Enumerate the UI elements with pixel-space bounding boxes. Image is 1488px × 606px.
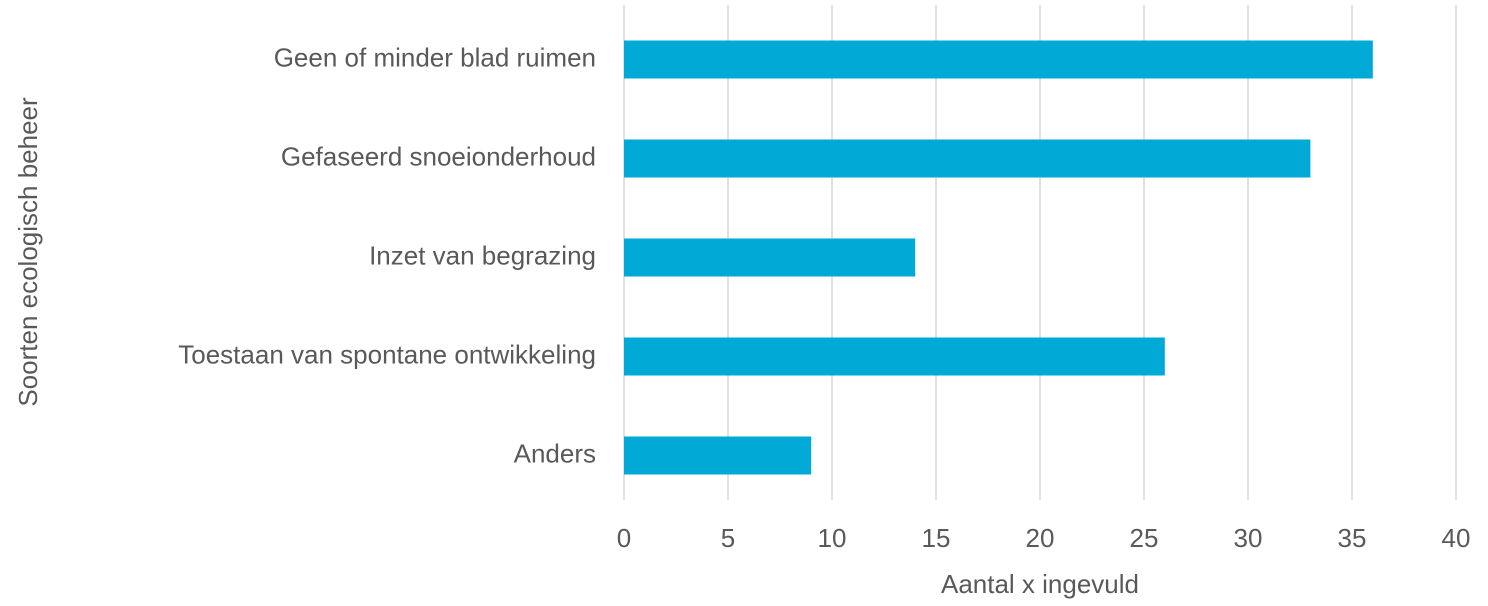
bar: [624, 436, 812, 475]
y-tick-label: Toestaan van spontane ontwikkeling: [178, 339, 596, 369]
bar: [624, 40, 1373, 79]
x-tick-label: 10: [818, 523, 847, 553]
x-tick-label: 0: [617, 523, 631, 553]
x-tick-label: 35: [1338, 523, 1367, 553]
y-tick-label: Geen of minder blad ruimen: [274, 42, 596, 72]
bar: [624, 238, 916, 277]
x-axis-label: Aantal x ingevuld: [941, 569, 1139, 599]
x-tick-label: 20: [1026, 523, 1055, 553]
x-tick-label: 40: [1442, 523, 1471, 553]
y-tick-label: Gefaseerd snoeionderhoud: [281, 141, 596, 171]
x-tick-label: 30: [1234, 523, 1263, 553]
bar: [624, 139, 1311, 178]
x-tick-label: 25: [1130, 523, 1159, 553]
y-tick-label: Inzet van begrazing: [369, 240, 596, 270]
x-tick-label: 5: [721, 523, 735, 553]
y-axis-label: Soorten ecologisch beheer: [13, 97, 43, 407]
x-tick-label: 15: [922, 523, 951, 553]
bar: [624, 337, 1165, 376]
y-tick-label: Anders: [514, 438, 596, 468]
